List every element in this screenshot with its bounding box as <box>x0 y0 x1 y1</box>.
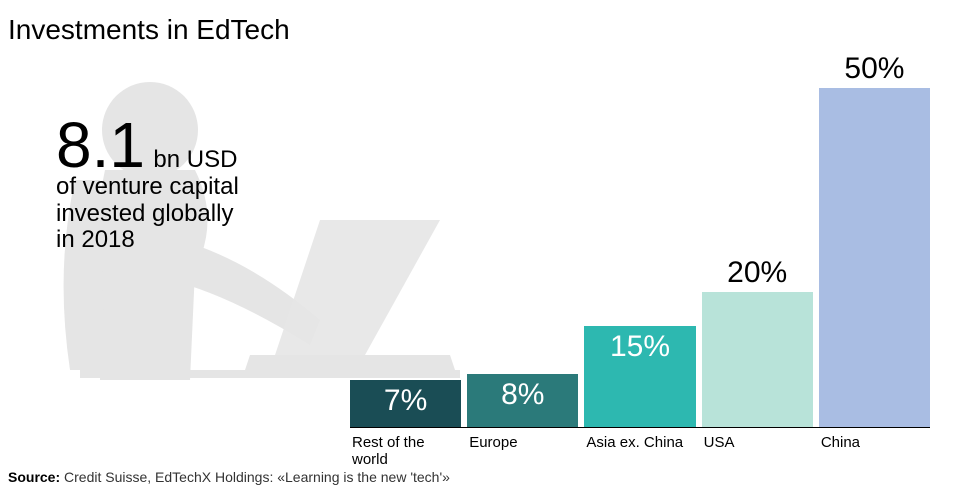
stat-line: of venture capital <box>56 174 239 200</box>
stat-line: invested globally <box>56 201 239 227</box>
bar-chart: 7%Rest of the world8%Europe15%Asia ex. C… <box>350 68 930 428</box>
bar: 15% <box>584 326 695 428</box>
source-line: Source: Credit Suisse, EdTechX Holdings:… <box>8 469 450 485</box>
bar-group: 8%Europe <box>467 374 578 428</box>
bar-label: Asia ex. China <box>586 434 693 451</box>
bar-label: Europe <box>469 434 576 451</box>
bar: 50% <box>819 88 930 428</box>
chart-baseline <box>350 427 930 428</box>
source-label: Source: <box>8 469 60 485</box>
bar: 7% <box>350 380 461 428</box>
bar-value: 7% <box>384 384 427 418</box>
bar-label: USA <box>704 434 811 451</box>
bar-value: 15% <box>610 330 670 364</box>
chart-title: Investments in EdTech <box>8 14 290 46</box>
source-text: Credit Suisse, EdTechX Holdings: «Learni… <box>64 469 450 485</box>
bar: 20% <box>702 292 813 428</box>
bar-group: 7%Rest of the world <box>350 380 461 428</box>
stat-number: 8.1 <box>56 109 145 181</box>
bar-value: 50% <box>844 52 904 86</box>
bar-group: 50%China <box>819 88 930 428</box>
bar-label: China <box>821 434 928 451</box>
bar-label: Rest of the world <box>352 434 459 469</box>
stat-unit: bn USD <box>153 146 237 173</box>
bar-value: 20% <box>727 256 787 290</box>
bar-group: 20%USA <box>702 292 813 428</box>
headline-stat: 8.1 bn USD of venture capital invested g… <box>56 110 239 254</box>
bar-group: 15%Asia ex. China <box>584 326 695 428</box>
stat-line: in 2018 <box>56 227 239 253</box>
bar-value: 8% <box>501 378 544 412</box>
bar: 8% <box>467 374 578 428</box>
